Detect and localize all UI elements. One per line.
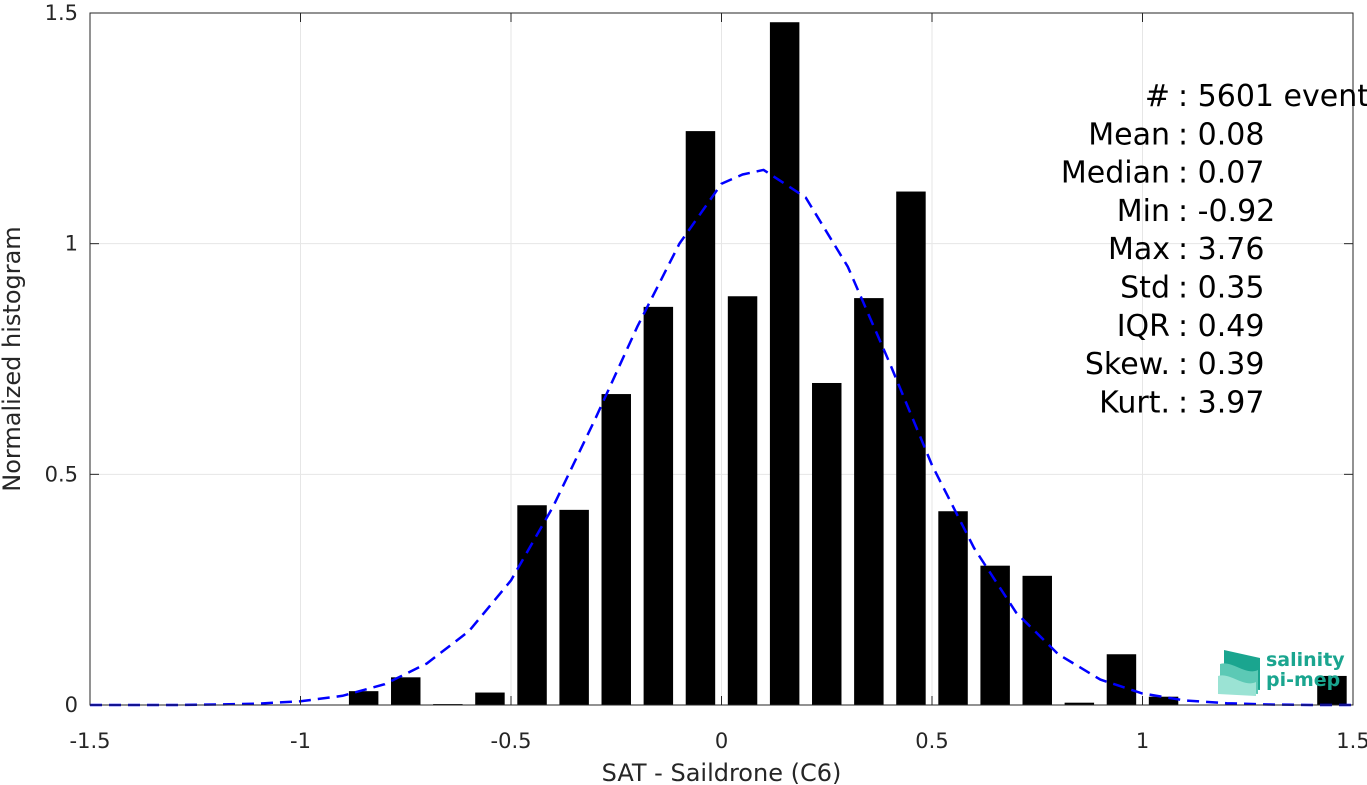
stat-label: Mean	[1088, 117, 1170, 152]
y-tick-label: 1	[65, 232, 78, 256]
histogram-bar	[601, 394, 631, 705]
stat-label: Median	[1061, 156, 1170, 191]
stat-value: : 0.07	[1178, 156, 1264, 191]
histogram-bar	[1106, 654, 1137, 705]
fit-curve	[90, 168, 1353, 707]
x-axis-label: SAT - Saildrone (C6)	[602, 759, 842, 785]
stat-label: Std	[1120, 271, 1170, 306]
stat-label: Min	[1117, 194, 1170, 229]
histogram-bar	[1064, 702, 1095, 705]
y-tick-labels: 0 0.5 1 1.5	[45, 1, 78, 717]
histogram-bar	[517, 505, 547, 705]
histogram-bar	[391, 677, 421, 705]
histogram-bar	[769, 22, 800, 705]
histogram-bar	[854, 298, 884, 705]
stat-value: : 3.76	[1178, 232, 1264, 267]
stat-value: : 0.49	[1178, 309, 1264, 344]
x-tick-labels: -1.5 -1 -0.5 0 0.5 1 1.5	[70, 729, 1367, 753]
stat-value: : 0.35	[1178, 271, 1264, 306]
x-tick-label: 1.5	[1336, 729, 1367, 753]
y-axis-label: Normalized histogram	[0, 226, 26, 491]
histogram-bars	[348, 22, 1347, 706]
logo-text-salinity: salinity	[1266, 649, 1345, 671]
x-tick-label: 0.5	[915, 729, 948, 753]
stat-value: : -0.92	[1178, 194, 1275, 229]
histogram-bar	[348, 691, 379, 705]
histogram-bar	[812, 382, 842, 705]
stat-label: Kurt.	[1099, 385, 1170, 420]
histogram-bar	[938, 511, 968, 705]
y-tick-label: 0	[65, 693, 78, 717]
histogram-bar	[1022, 575, 1052, 705]
stat-label: IQR	[1117, 309, 1170, 344]
wave-icon	[1218, 650, 1260, 696]
logo-text-pimep: pi-mep	[1266, 669, 1340, 691]
x-tick-label: -1	[290, 729, 311, 753]
y-tick-label: 1.5	[45, 1, 78, 25]
histogram-bar	[685, 131, 716, 706]
stat-label: Max	[1108, 232, 1170, 267]
histogram-bar	[1148, 696, 1179, 705]
axis-ticks	[89, 12, 1354, 706]
x-tick-label: 1	[1136, 729, 1149, 753]
stat-value: : 5601 events	[1178, 79, 1367, 114]
x-tick-label: -1.5	[70, 729, 111, 753]
histogram-bar	[727, 296, 758, 705]
histogram-bar	[559, 509, 589, 705]
stat-label: Skew.	[1085, 347, 1170, 382]
y-tick-label: 0.5	[45, 462, 78, 486]
histogram-bar	[1317, 675, 1347, 705]
salinity-pimep-logo: salinity pi-mep	[1218, 649, 1345, 696]
x-tick-label: 0	[715, 729, 728, 753]
stat-value: : 3.97	[1178, 385, 1264, 420]
stat-value: : 0.08	[1178, 117, 1264, 152]
histogram-bar	[475, 692, 505, 705]
stat-value: : 0.39	[1178, 347, 1264, 382]
histogram-bar	[980, 565, 1010, 705]
histogram-bar	[643, 306, 674, 705]
histogram-bar	[896, 191, 926, 705]
stat-label: #	[1145, 79, 1170, 114]
x-tick-label: -0.5	[491, 729, 532, 753]
